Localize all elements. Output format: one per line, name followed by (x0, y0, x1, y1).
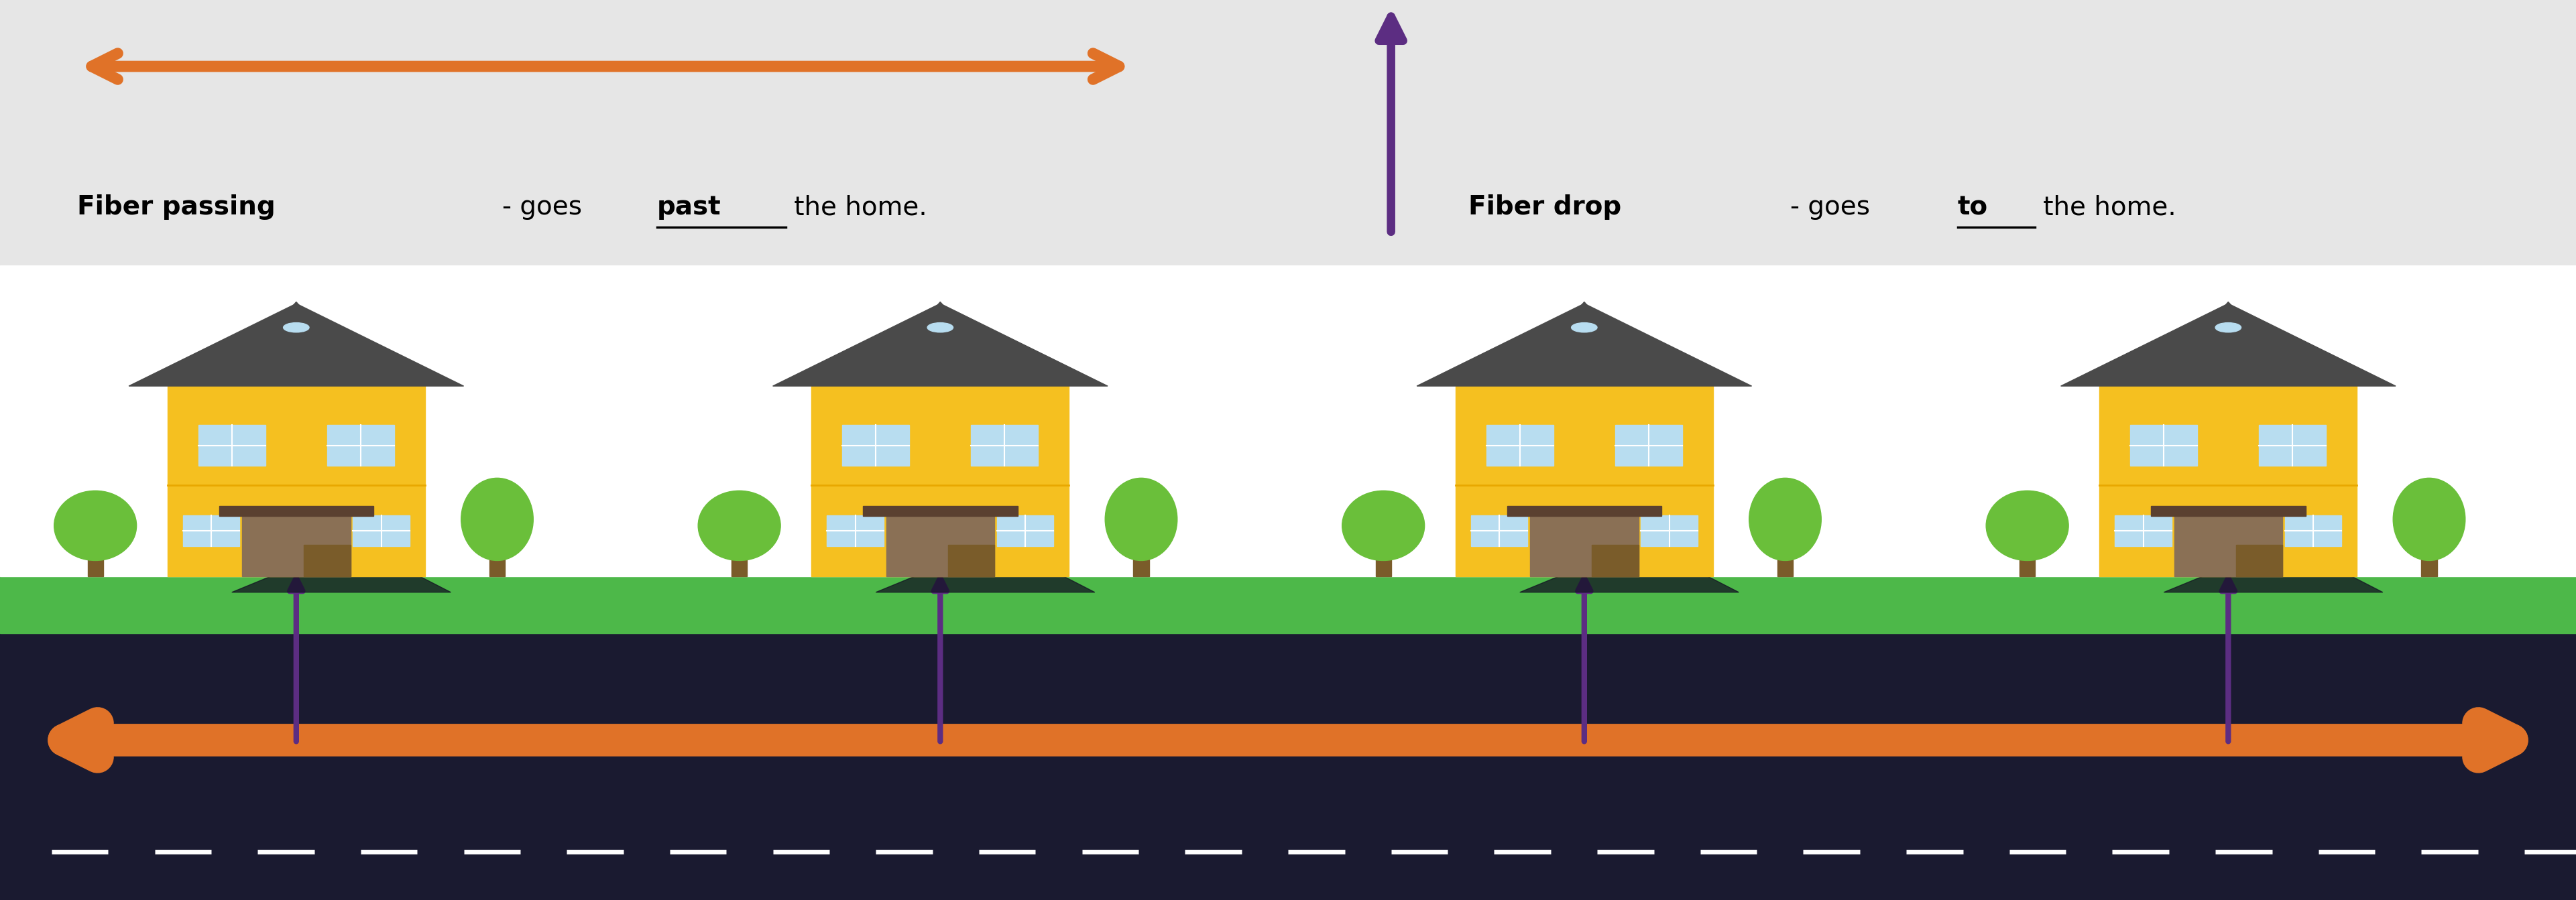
Bar (353, 516, 410, 546)
Ellipse shape (283, 323, 309, 332)
Bar (198, 425, 265, 466)
Bar (2259, 425, 2326, 466)
Ellipse shape (1749, 478, 1821, 561)
Bar (0, 576, 2576, 634)
Polygon shape (2192, 302, 2264, 343)
Bar (997, 516, 1054, 546)
Polygon shape (1417, 303, 1752, 386)
Bar (183, 516, 240, 546)
Text: the home.: the home. (2035, 194, 2177, 220)
Bar (1376, 557, 1391, 576)
Bar (1615, 425, 1682, 466)
Ellipse shape (1986, 491, 2069, 561)
Bar (0, 266, 2576, 576)
Bar (2099, 386, 2357, 576)
Ellipse shape (698, 491, 781, 561)
Bar (167, 386, 425, 576)
Text: - goes: - goes (502, 194, 582, 220)
Polygon shape (219, 506, 374, 516)
Polygon shape (232, 576, 451, 592)
Text: Fiber drop: Fiber drop (1468, 194, 1620, 220)
Bar (1641, 516, 1698, 546)
Ellipse shape (461, 478, 533, 561)
Polygon shape (876, 576, 1095, 592)
Ellipse shape (927, 323, 953, 332)
Bar (2236, 544, 2282, 576)
Bar (0, 634, 2576, 900)
Bar (1471, 516, 1528, 546)
Bar (2130, 425, 2197, 466)
Polygon shape (863, 506, 1018, 516)
Bar (886, 516, 994, 576)
Bar (732, 557, 747, 576)
Polygon shape (129, 303, 464, 386)
Ellipse shape (2215, 323, 2241, 332)
Bar (1486, 425, 1553, 466)
Bar (811, 386, 1069, 576)
Bar (842, 425, 909, 466)
Bar (304, 544, 350, 576)
Text: to: to (1958, 194, 1989, 220)
Text: past: past (657, 194, 721, 220)
Ellipse shape (1571, 323, 1597, 332)
Polygon shape (1520, 576, 1739, 592)
Bar (2285, 516, 2342, 546)
Text: the home.: the home. (786, 194, 927, 220)
Bar (327, 425, 394, 466)
Polygon shape (1548, 302, 1620, 343)
Bar (489, 557, 505, 576)
Bar (1592, 544, 1638, 576)
Ellipse shape (1105, 478, 1177, 561)
Bar (971, 425, 1038, 466)
Bar (1777, 557, 1793, 576)
Bar (242, 516, 350, 576)
Polygon shape (2164, 576, 2383, 592)
Polygon shape (260, 302, 332, 343)
Bar (827, 516, 884, 546)
Ellipse shape (1342, 491, 1425, 561)
Bar (88, 557, 103, 576)
Bar (2174, 516, 2282, 576)
Ellipse shape (54, 491, 137, 561)
Text: - goes: - goes (1790, 194, 1870, 220)
Polygon shape (2151, 506, 2306, 516)
Bar (948, 544, 994, 576)
Bar (2115, 516, 2172, 546)
Polygon shape (773, 303, 1108, 386)
Text: Fiber passing: Fiber passing (77, 194, 276, 220)
Bar (1133, 557, 1149, 576)
Bar (1455, 386, 1713, 576)
Polygon shape (1507, 506, 1662, 516)
Polygon shape (2061, 303, 2396, 386)
Polygon shape (904, 302, 976, 343)
Ellipse shape (2393, 478, 2465, 561)
Bar (2020, 557, 2035, 576)
Bar (2421, 557, 2437, 576)
Bar (1530, 516, 1638, 576)
